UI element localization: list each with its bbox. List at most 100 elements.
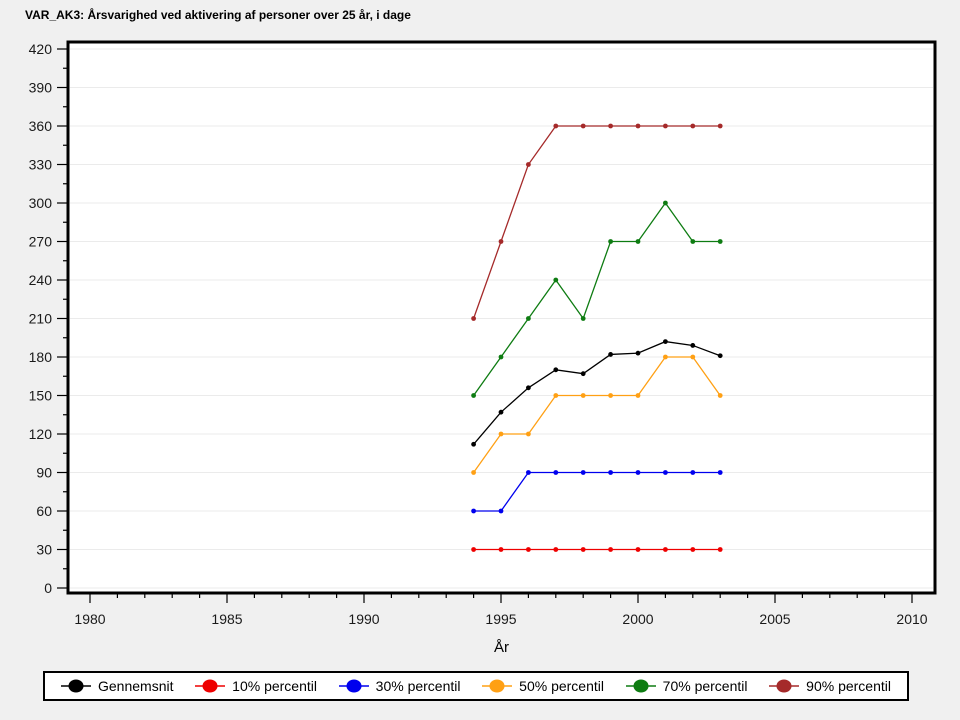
y-tick-label: 270 <box>29 234 53 250</box>
x-tick-label: 2005 <box>759 611 790 627</box>
y-tick-label: 360 <box>29 118 53 134</box>
data-point <box>635 547 641 552</box>
data-point <box>717 393 723 398</box>
data-point <box>608 352 613 357</box>
data-point <box>580 316 586 321</box>
series-markers-gennemsnit <box>471 339 723 447</box>
x-tick-label: 1995 <box>485 611 516 627</box>
data-point <box>471 508 476 514</box>
data-point <box>635 123 641 129</box>
data-point <box>553 277 559 283</box>
data-point <box>690 123 696 129</box>
legend-label: 90% percentil <box>806 678 891 694</box>
x-tick-label: 1985 <box>211 611 242 627</box>
y-tick-label: 210 <box>29 311 53 327</box>
series-line-50-percentil <box>473 356 721 473</box>
data-point <box>498 547 504 552</box>
data-point <box>663 123 668 129</box>
x-tick-label: 2000 <box>622 611 653 627</box>
data-point <box>690 470 696 475</box>
data-point <box>717 353 723 359</box>
data-point <box>635 470 641 475</box>
series-markers-70-percentil <box>471 200 723 398</box>
data-point <box>498 409 504 415</box>
legend-marker-icon <box>61 679 91 693</box>
legend-item-30-percentil: 30% percentil <box>338 678 461 694</box>
data-point <box>717 123 723 129</box>
data-point <box>608 393 613 398</box>
data-point <box>498 239 504 244</box>
data-point <box>635 393 641 398</box>
data-point <box>498 431 504 437</box>
legend-marker-icon <box>338 679 369 693</box>
series-line-gennemsnit <box>473 340 721 445</box>
data-point <box>690 547 696 552</box>
y-tick-label: 120 <box>29 426 53 442</box>
legend-label: Gennemsnit <box>98 678 174 694</box>
data-point <box>553 393 559 398</box>
data-point <box>663 547 668 552</box>
legend-label: 30% percentil <box>375 678 461 694</box>
data-point <box>608 547 613 552</box>
series-line-70-percentil <box>473 201 721 396</box>
series-markers-90-percentil <box>471 123 723 321</box>
y-tick-label: 180 <box>29 349 53 365</box>
legend-item-70-percentil: 70% percentil <box>625 678 748 694</box>
data-point <box>717 470 723 475</box>
data-point <box>553 367 559 373</box>
chart-title: VAR_AK3: Årsvarighed ved aktivering af p… <box>25 8 411 22</box>
y-tick-label: 240 <box>29 272 53 288</box>
data-point <box>498 354 504 360</box>
x-tick-label: 1980 <box>74 611 105 627</box>
y-tick-label: 390 <box>29 80 53 96</box>
data-point <box>526 316 531 321</box>
data-point <box>553 547 559 552</box>
x-tick-label: 2010 <box>896 611 927 627</box>
data-point <box>471 470 476 475</box>
y-tick-label: 300 <box>29 195 53 211</box>
data-point <box>580 371 586 377</box>
legend-marker-icon <box>769 679 800 693</box>
y-tick-label: 60 <box>36 503 52 519</box>
data-point <box>526 162 531 167</box>
data-point <box>608 123 613 129</box>
legend-item-10-percentil: 10% percentil <box>195 678 317 694</box>
data-point <box>690 239 696 244</box>
y-tick-labels: 0 30 60 90 120 150 180 210 240 270 300 330 360 390 420 <box>29 41 53 596</box>
plot-area: 0 30 60 90 120 150 180 210 240 270 300 330 360 390 420… <box>29 40 937 656</box>
x-tick-label: 1990 <box>348 611 379 627</box>
data-point <box>471 547 476 552</box>
data-point <box>580 123 586 129</box>
data-point <box>580 393 586 398</box>
legend-item-50-percentil: 50% percentil <box>482 678 604 694</box>
legend-label: 10% percentil <box>232 678 317 694</box>
data-point <box>690 354 696 360</box>
data-point <box>471 393 476 398</box>
data-point <box>663 470 668 475</box>
y-tick-label: 0 <box>44 580 52 596</box>
plot-frame <box>66 40 937 595</box>
data-point <box>608 239 613 244</box>
y-tick-label: 420 <box>29 41 53 57</box>
data-point <box>663 339 668 344</box>
data-point <box>635 239 641 244</box>
data-point <box>498 508 504 514</box>
data-point <box>526 547 531 552</box>
legend-marker-icon <box>625 679 656 693</box>
data-point <box>635 350 641 356</box>
legend-marker-icon <box>482 679 513 693</box>
data-point <box>553 470 559 475</box>
y-axis-ticks <box>57 48 68 589</box>
plot-background <box>68 42 935 593</box>
data-point <box>526 470 531 475</box>
x-tick-labels: 1980 1985 1990 1995 2000 2005 2010 <box>74 611 927 627</box>
y-tick-label: 30 <box>36 542 52 558</box>
data-point <box>580 470 586 475</box>
legend: Gennemsnit 10% percentil 30% percentil 50% … <box>43 671 909 701</box>
data-point <box>663 200 668 206</box>
legend-label: 50% percentil <box>519 678 604 694</box>
data-point <box>663 354 668 360</box>
legend-label: 70% percentil <box>662 678 748 694</box>
data-point <box>526 431 531 437</box>
